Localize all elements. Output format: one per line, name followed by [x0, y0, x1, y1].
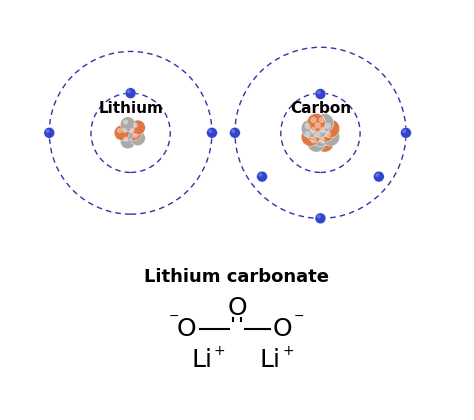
Circle shape: [119, 125, 134, 140]
Circle shape: [310, 127, 316, 133]
Text: Lithium: Lithium: [98, 101, 163, 116]
Text: O: O: [273, 317, 293, 341]
Circle shape: [311, 119, 329, 137]
Circle shape: [307, 123, 325, 142]
Text: Carbon: Carbon: [290, 101, 351, 116]
Circle shape: [258, 173, 262, 177]
Circle shape: [315, 134, 334, 152]
Circle shape: [304, 123, 311, 129]
Circle shape: [319, 137, 325, 143]
Circle shape: [123, 119, 128, 125]
Circle shape: [130, 120, 146, 135]
Circle shape: [319, 117, 325, 123]
Circle shape: [301, 128, 319, 146]
Text: Li: Li: [260, 348, 281, 372]
Circle shape: [315, 89, 326, 100]
Circle shape: [314, 122, 321, 129]
Circle shape: [256, 171, 267, 182]
Circle shape: [325, 131, 331, 137]
Circle shape: [209, 129, 212, 133]
Circle shape: [307, 134, 326, 152]
Circle shape: [44, 127, 55, 138]
Text: +: +: [213, 344, 225, 358]
Circle shape: [319, 127, 326, 133]
Circle shape: [325, 123, 331, 129]
Circle shape: [310, 137, 317, 143]
Circle shape: [321, 128, 340, 146]
Circle shape: [229, 127, 240, 138]
Circle shape: [127, 125, 142, 140]
Circle shape: [207, 127, 218, 138]
Circle shape: [401, 127, 411, 138]
Circle shape: [301, 119, 319, 138]
Circle shape: [231, 129, 235, 133]
Circle shape: [117, 128, 122, 133]
Circle shape: [317, 90, 321, 94]
Circle shape: [120, 117, 136, 132]
Text: −: −: [169, 310, 180, 323]
Circle shape: [321, 119, 340, 138]
Circle shape: [375, 173, 379, 177]
Circle shape: [125, 88, 136, 99]
Circle shape: [374, 171, 384, 182]
Text: +: +: [282, 344, 294, 358]
Circle shape: [310, 117, 317, 123]
Text: Li: Li: [191, 348, 212, 372]
Circle shape: [317, 215, 321, 219]
Text: Lithium carbonate: Lithium carbonate: [145, 268, 329, 286]
Circle shape: [133, 123, 138, 128]
Circle shape: [114, 125, 129, 140]
Circle shape: [133, 133, 138, 139]
Circle shape: [315, 213, 326, 224]
Circle shape: [127, 89, 131, 93]
Circle shape: [307, 113, 326, 132]
Text: −: −: [293, 310, 304, 323]
Circle shape: [316, 123, 334, 142]
Circle shape: [123, 136, 128, 142]
Circle shape: [304, 131, 311, 137]
Circle shape: [122, 128, 127, 133]
Circle shape: [402, 129, 406, 133]
Circle shape: [311, 129, 329, 147]
Circle shape: [46, 129, 49, 133]
Circle shape: [120, 134, 136, 149]
Circle shape: [315, 113, 334, 132]
Circle shape: [130, 131, 146, 146]
Text: O: O: [177, 317, 197, 341]
Circle shape: [129, 128, 135, 133]
Text: O: O: [227, 296, 247, 320]
Circle shape: [314, 131, 321, 138]
